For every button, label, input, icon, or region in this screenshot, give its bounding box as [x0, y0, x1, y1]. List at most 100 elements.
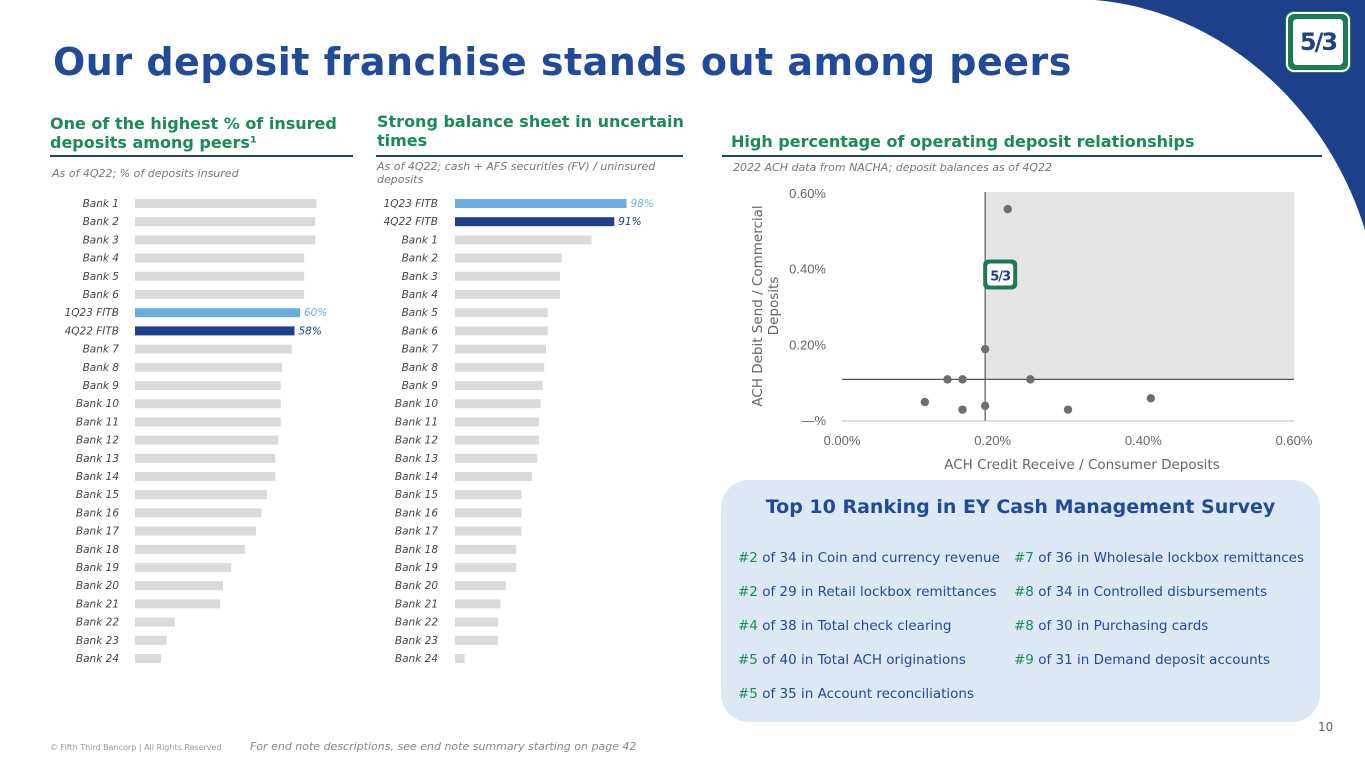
balance-category-label: Bank 16 [395, 507, 438, 519]
balance-category-label: Bank 6 [402, 325, 439, 337]
balance-category-label: Bank 18 [395, 544, 438, 556]
operating-section-rule [722, 155, 1322, 157]
insured-category-label: Bank 16 [76, 507, 119, 519]
balance-category-label: Bank 24 [395, 653, 438, 665]
balance-heading-line1: Strong balance sheet in uncertain [377, 112, 684, 131]
insured-bar [135, 217, 316, 227]
balance-data-label: 91% [618, 216, 641, 228]
scatter-point [1063, 405, 1073, 414]
ey-left-ranking-item: #2 of 29 in Retail lockbox remittances [738, 584, 997, 600]
insured-bar [135, 654, 162, 663]
balance-subtitle: As of 4Q22; cash + AFS securities (FV) /… [377, 160, 655, 186]
insured-bar [135, 308, 300, 318]
ey-right-ranking-text: of 30 in Purchasing cards [1033, 618, 1209, 634]
balance-category-label: Bank 2 [402, 253, 439, 265]
scatter-y-tick-label: 0.60% [789, 186, 826, 201]
balance-bar [455, 599, 501, 609]
insured-section-heading: One of the highest % of insured deposits… [50, 114, 350, 152]
insured-category-label: Bank 1 [83, 198, 119, 210]
insured-category-label: Bank 2 [83, 216, 120, 228]
scatter-point [958, 375, 967, 384]
balance-category-label: Bank 12 [395, 435, 438, 447]
scatter-y-tick-label: 0.20% [789, 337, 826, 352]
ey-right-ranking-text: of 34 in Controlled disbursements [1033, 584, 1267, 600]
balance-subtitle-line2: deposits [377, 173, 424, 186]
insured-bar [135, 508, 262, 518]
insured-bar-chart: Bank 1 Bank 2 Bank 3 Bank 4 Bank 5 Bank 6 1Q23… [20, 196, 340, 676]
ey-right-ranking-number: #8 [1014, 584, 1034, 600]
ey-ranking-panel: Top 10 Ranking in EY Cash Management Sur… [721, 480, 1320, 722]
scatter-point [958, 405, 967, 414]
scatter-y-tick-label: 0.40% [789, 262, 826, 277]
ey-left-ranking-text: of 34 in Coin and currency revenue [757, 550, 1000, 566]
operating-section-heading: High percentage of operating deposit rel… [731, 132, 1195, 151]
insured-category-label: Bank 15 [76, 489, 119, 501]
balance-bar [455, 417, 539, 427]
insured-bar [135, 362, 283, 372]
insured-bar [135, 453, 276, 463]
balance-bar [455, 399, 541, 409]
ey-left-ranking-text: of 38 in Total check clearing [757, 618, 952, 634]
scatter-x-tick-label: 0.00% [824, 433, 861, 448]
insured-category-label: Bank 13 [76, 453, 119, 465]
balance-bar [455, 654, 465, 663]
operating-subtitle: 2022 ACH data from NACHA; deposit balanc… [733, 161, 1053, 174]
balance-section-rule [376, 155, 683, 157]
balance-bar [455, 381, 543, 390]
ey-left-ranking-number: #5 [738, 652, 758, 668]
balance-bar [455, 453, 538, 463]
insured-heading-line2: deposits among peers¹ [50, 133, 257, 152]
balance-bar [455, 635, 498, 645]
ey-right-ranking-number: #7 [1014, 550, 1034, 566]
insured-bar [135, 344, 292, 354]
ey-right-ranking-item: #9 of 31 in Demand deposit accounts [1014, 652, 1270, 668]
insured-category-label: Bank 23 [76, 635, 119, 647]
insured-bar [135, 635, 167, 645]
insured-category-label: Bank 24 [76, 653, 119, 665]
insured-bar [135, 526, 256, 536]
insured-category-label: Bank 20 [76, 580, 119, 592]
insured-category-label: Bank 5 [83, 271, 120, 283]
insured-category-label: Bank 8 [83, 362, 120, 374]
balance-category-label: Bank 22 [395, 617, 438, 629]
ach-scatter-chart: 0.00% 0.20% 0.40% 0.60% —% 0.20% 0.40% 0.60% ACH… [745, 185, 1335, 475]
insured-bar [135, 599, 221, 609]
ey-right-ranking-item: #8 of 30 in Purchasing cards [1014, 618, 1208, 634]
ey-right-ranking-number: #8 [1014, 618, 1034, 634]
insured-bar-chart-svg: Bank 1 Bank 2 Bank 3 Bank 4 Bank 5 Bank 6 1Q23… [65, 198, 328, 665]
insured-bar [135, 381, 281, 390]
insured-category-label: Bank 19 [76, 562, 119, 574]
ey-left-ranking-text: of 35 in Account reconciliations [757, 686, 975, 702]
scatter-point [920, 397, 930, 407]
balance-bar [455, 581, 506, 591]
ey-left-ranking-number: #5 [738, 686, 758, 702]
balance-category-label: Bank 23 [395, 635, 438, 647]
balance-bar [455, 435, 539, 445]
insured-bar [135, 581, 223, 591]
balance-data-label: 98% [631, 198, 654, 210]
balance-category-label: Bank 3 [402, 271, 438, 283]
balance-bar-chart: 1Q23 FITB 98% 4Q22 FITB 91% Bank 1 Bank 2 Bank… [340, 196, 680, 676]
scatter-fitb-logo-inner [987, 263, 1014, 286]
balance-category-label: Bank 20 [395, 580, 438, 592]
balance-category-label: Bank 13 [395, 453, 438, 465]
scatter-x-tick-label: 0.40% [1125, 433, 1162, 448]
fifth-third-logo: 5/3 [1286, 12, 1350, 72]
insured-category-label: Bank 12 [76, 435, 119, 447]
scatter-x-axis-label: ACH Credit Receive / Consumer Deposits [944, 457, 1220, 473]
balance-bar [455, 563, 517, 572]
insured-category-label: Bank 6 [83, 289, 120, 301]
insured-category-label: Bank 21 [76, 598, 119, 610]
insured-category-label: Bank 7 [83, 344, 120, 356]
balance-bar [455, 344, 546, 354]
balance-bar [455, 362, 545, 372]
balance-bar [455, 217, 615, 227]
balance-bar [455, 526, 522, 536]
balance-category-label: Bank 7 [402, 344, 439, 356]
scatter-point [1003, 204, 1012, 214]
insured-heading-line1: One of the highest % of insured [50, 114, 337, 133]
scatter-point [1146, 394, 1156, 403]
scatter-y-tick-label: —% [801, 413, 826, 428]
insured-subtitle: As of 4Q22; % of deposits insured [52, 167, 239, 180]
balance-bar [455, 508, 522, 518]
